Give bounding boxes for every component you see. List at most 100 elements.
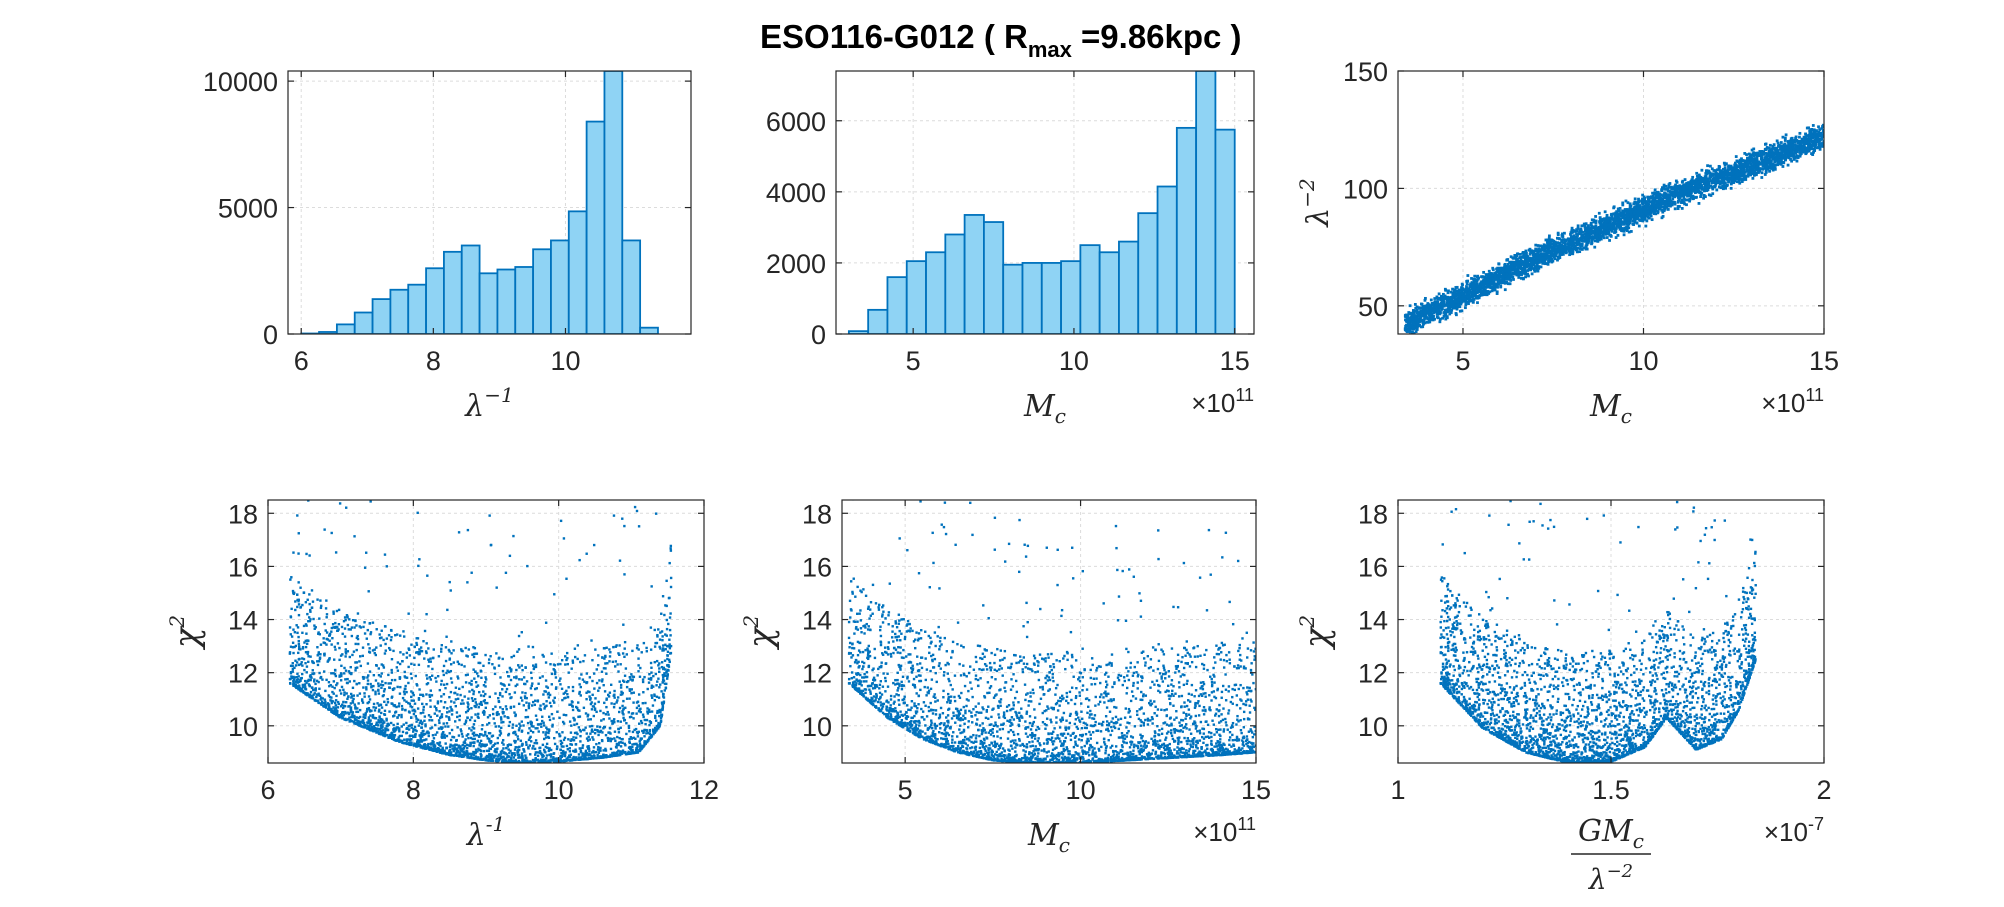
data-point [1496, 278, 1500, 281]
data-point [1412, 325, 1416, 329]
data-point [1732, 166, 1736, 170]
data-point [515, 668, 518, 672]
data-point [307, 620, 310, 623]
data-point [1785, 155, 1789, 159]
x-axis-exponent: ×1011 [1761, 385, 1824, 418]
data-point [1484, 273, 1488, 276]
data-point [1734, 165, 1738, 169]
data-point [1751, 176, 1755, 180]
data-point [1680, 198, 1684, 202]
data-point [1783, 149, 1786, 152]
data-point [1508, 272, 1512, 276]
data-point [424, 650, 428, 653]
data-point [1760, 171, 1764, 175]
data-point [1652, 203, 1656, 207]
data-point [470, 707, 473, 710]
data-point [1735, 174, 1739, 178]
data-point [1649, 214, 1653, 218]
data-point [1767, 146, 1771, 150]
data-point [1793, 150, 1797, 154]
data-point [1641, 208, 1644, 212]
data-point [1751, 159, 1755, 163]
data-point [512, 705, 516, 708]
data-point [1572, 247, 1576, 250]
data-point [1638, 212, 1641, 216]
data-point [1711, 181, 1715, 185]
data-point [1503, 269, 1506, 273]
data-point [409, 672, 413, 675]
data-point [1468, 299, 1471, 303]
data-point [1558, 256, 1562, 260]
data-point [1466, 288, 1470, 292]
data-point [1406, 328, 1410, 331]
data-point [1427, 319, 1431, 323]
data-point [1537, 266, 1541, 270]
data-point [1652, 196, 1656, 200]
data-point [1686, 198, 1690, 202]
data-point [1436, 312, 1439, 316]
data-point [486, 716, 490, 719]
data-point [663, 659, 667, 662]
data-point [1790, 149, 1794, 153]
data-point [1484, 280, 1488, 284]
data-point [348, 655, 351, 659]
data-point [1441, 295, 1445, 299]
data-point [450, 700, 453, 703]
data-point [1689, 195, 1693, 199]
data-point [1662, 183, 1666, 187]
data-point [1807, 137, 1811, 141]
data-point [654, 716, 657, 720]
data-point [450, 709, 454, 712]
data-point [1552, 253, 1556, 256]
data-point [1425, 316, 1429, 319]
data-point [368, 721, 371, 724]
data-point [1580, 224, 1584, 228]
data-point [1635, 217, 1639, 221]
data-point [1492, 280, 1496, 284]
data-point [531, 731, 535, 734]
data-point [1637, 200, 1641, 204]
data-point [664, 648, 667, 651]
data-point [1653, 188, 1657, 192]
data-point [1654, 212, 1658, 216]
data-point [659, 683, 662, 686]
data-point [1798, 135, 1801, 139]
data-point [476, 684, 480, 687]
data-point [1452, 289, 1456, 293]
data-point [291, 589, 295, 593]
data-point [612, 719, 615, 723]
data-point [1794, 146, 1798, 150]
data-point [1531, 253, 1535, 257]
data-point [1680, 207, 1684, 210]
data-point [365, 724, 369, 727]
data-point [1738, 169, 1742, 173]
data-point [1609, 219, 1612, 223]
data-point [1623, 226, 1627, 230]
data-point [1665, 199, 1669, 203]
data-point [1408, 329, 1412, 333]
data-point [301, 657, 304, 660]
data-point [1511, 265, 1514, 269]
data-point [662, 649, 665, 652]
data-point [403, 738, 406, 741]
data-point [1781, 156, 1785, 160]
data-point [580, 673, 583, 676]
data-point [1697, 173, 1701, 177]
data-point [1811, 144, 1815, 147]
data-point [395, 728, 398, 731]
data-point [1789, 147, 1793, 151]
data-point [1576, 246, 1580, 250]
data-point [385, 637, 389, 640]
data-point [1646, 215, 1650, 219]
data-point [1718, 182, 1722, 186]
histogram-bar [1002, 263, 1024, 334]
data-point [1591, 237, 1594, 241]
data-point [568, 754, 571, 757]
data-point [1650, 195, 1653, 199]
data-point [1805, 126, 1809, 130]
data-point [1795, 159, 1799, 163]
data-point [1506, 258, 1510, 261]
data-point [1784, 152, 1788, 155]
data-point [1532, 251, 1535, 255]
data-point [1404, 315, 1408, 318]
